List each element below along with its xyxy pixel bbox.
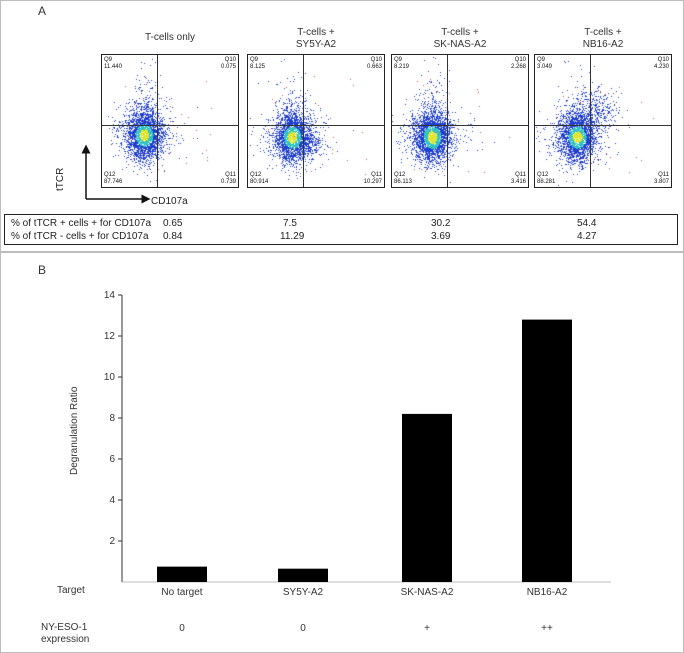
bar-4	[522, 319, 572, 582]
stats-row1-val2: 7.5	[283, 218, 297, 229]
flow-plot-3: Q9 8.219 Q10 2.268 Q12 86.113 Q11 3.416	[391, 54, 529, 188]
bar-1	[157, 566, 207, 582]
stats-row1-val4: 54.4	[577, 218, 597, 229]
flow-plot-title-3: T-cells + SK-NAS-A2	[433, 27, 487, 50]
quadrant-label-q10: Q10 0.663	[366, 57, 382, 70]
quadrant-line-horizontal	[102, 125, 238, 126]
quadrant-label-q11: Q11 10.297	[363, 172, 382, 185]
quadrant-label-q10: Q10 0.075	[220, 57, 236, 70]
y-tick-label: 2	[109, 536, 115, 547]
quadrant-line-vertical	[590, 55, 591, 187]
stats-row1-label: % of tTCR + cells + for CD107a	[11, 218, 152, 229]
quadrant-label-q11: Q11 3.807	[653, 172, 669, 185]
row-expression-label: NY-ESO-1 expression	[41, 622, 90, 645]
y-tick-label: 12	[104, 331, 116, 342]
stats-row1-val3: 30.2	[431, 218, 451, 229]
flow-scatter-3	[392, 55, 528, 187]
y-axis-label: Degranulation Ratio	[69, 386, 80, 475]
category-label-2: SY5Y-A2	[282, 587, 324, 598]
category-label-4: NB16-A2	[526, 587, 568, 598]
category-label-1: No target	[161, 587, 203, 598]
expression-value-3: +	[424, 623, 430, 634]
quadrant-line-vertical	[303, 55, 304, 187]
flow-plot-title-2: T-cells + SY5Y-A2	[295, 27, 337, 50]
flow-plot-1: Q9 11.440 Q10 0.075 Q12 87.746 Q11 0.739	[101, 54, 239, 188]
quadrant-label-q10: Q10 4.230	[653, 57, 669, 70]
flow-scatter-2	[248, 55, 384, 187]
panel-b-letter: B	[38, 263, 47, 277]
y-tick-label: 6	[109, 454, 115, 465]
quadrant-label-q9: Q9 3.049	[537, 57, 553, 70]
expression-value-4: ++	[541, 623, 553, 634]
quadrant-line-horizontal	[535, 125, 671, 126]
quadrant-label-q10: Q10 2.268	[510, 57, 526, 70]
stats-row2-val2: 11.29	[280, 231, 305, 242]
y-tick-label: 14	[104, 290, 116, 301]
quadrant-line-vertical	[447, 55, 448, 187]
stats-row2-val3: 3.69	[431, 231, 451, 242]
quadrant-line-horizontal	[392, 125, 528, 126]
quadrant-label-q12: Q12 88.281	[537, 172, 556, 185]
quadrant-label-q12: Q12 87.746	[104, 172, 123, 185]
x-axis-name-cd107a: CD107a	[151, 196, 188, 207]
quadrant-label-q11: Q11 0.739	[220, 172, 236, 185]
flow-plot-2: Q9 8.125 Q10 0.663 Q12 80.914 Q11 10.297	[247, 54, 385, 188]
y-tick-label: 4	[109, 495, 115, 506]
stats-row2-val4: 4.27	[577, 231, 597, 242]
flow-plot-4: Q9 3.049 Q10 4.230 Q12 88.281 Q11 3.807	[534, 54, 672, 188]
y-axis-name-tcr: tTCR	[55, 167, 66, 191]
stats-row2-val1: 0.84	[163, 231, 183, 242]
panel-a: A T-cells only Q9 11.440 Q10 0.075 Q12 87.7…	[0, 0, 684, 252]
quadrant-label-q12: Q12 80.914	[250, 172, 269, 185]
quadrant-label-q9: Q9 11.440	[104, 57, 122, 70]
bar-3	[402, 413, 452, 582]
axis-arrows	[81, 144, 151, 204]
panel-b: B 2 4 6 8 10 12 14 Degranulation Ratio Target …	[0, 252, 684, 653]
stats-row2-label: % of tTCR - cells + for CD107a	[11, 231, 149, 242]
flow-plot-title-4: T-cells + NB16-A2	[582, 27, 624, 50]
y-tick-label: 10	[104, 372, 116, 383]
quadrant-line-horizontal	[248, 125, 384, 126]
category-label-3: SK-NAS-A2	[400, 587, 454, 598]
flow-plot-title-1: T-cells only	[144, 32, 195, 43]
quadrant-line-vertical	[157, 55, 158, 187]
flow-scatter-1	[102, 55, 238, 187]
row-target-label: Target	[57, 585, 85, 596]
bar-2	[278, 568, 328, 582]
panel-a-letter: A	[38, 4, 47, 18]
stats-table: % of tTCR + cells + for CD107a 0.65 7.5 …	[4, 214, 678, 245]
expression-value-2: 0	[300, 623, 306, 634]
bar-chart: 2 4 6 8 10 12 14	[104, 290, 611, 583]
stats-row1-val1: 0.65	[163, 218, 183, 229]
y-tick-label: 8	[109, 413, 115, 424]
quadrant-label-q9: Q9 8.125	[250, 57, 266, 70]
quadrant-label-q11: Q11 3.416	[510, 172, 526, 185]
expression-value-1: 0	[179, 623, 185, 634]
quadrant-label-q9: Q9 8.219	[394, 57, 410, 70]
quadrant-label-q12: Q12 86.113	[394, 172, 412, 185]
flow-scatter-4	[535, 55, 671, 187]
